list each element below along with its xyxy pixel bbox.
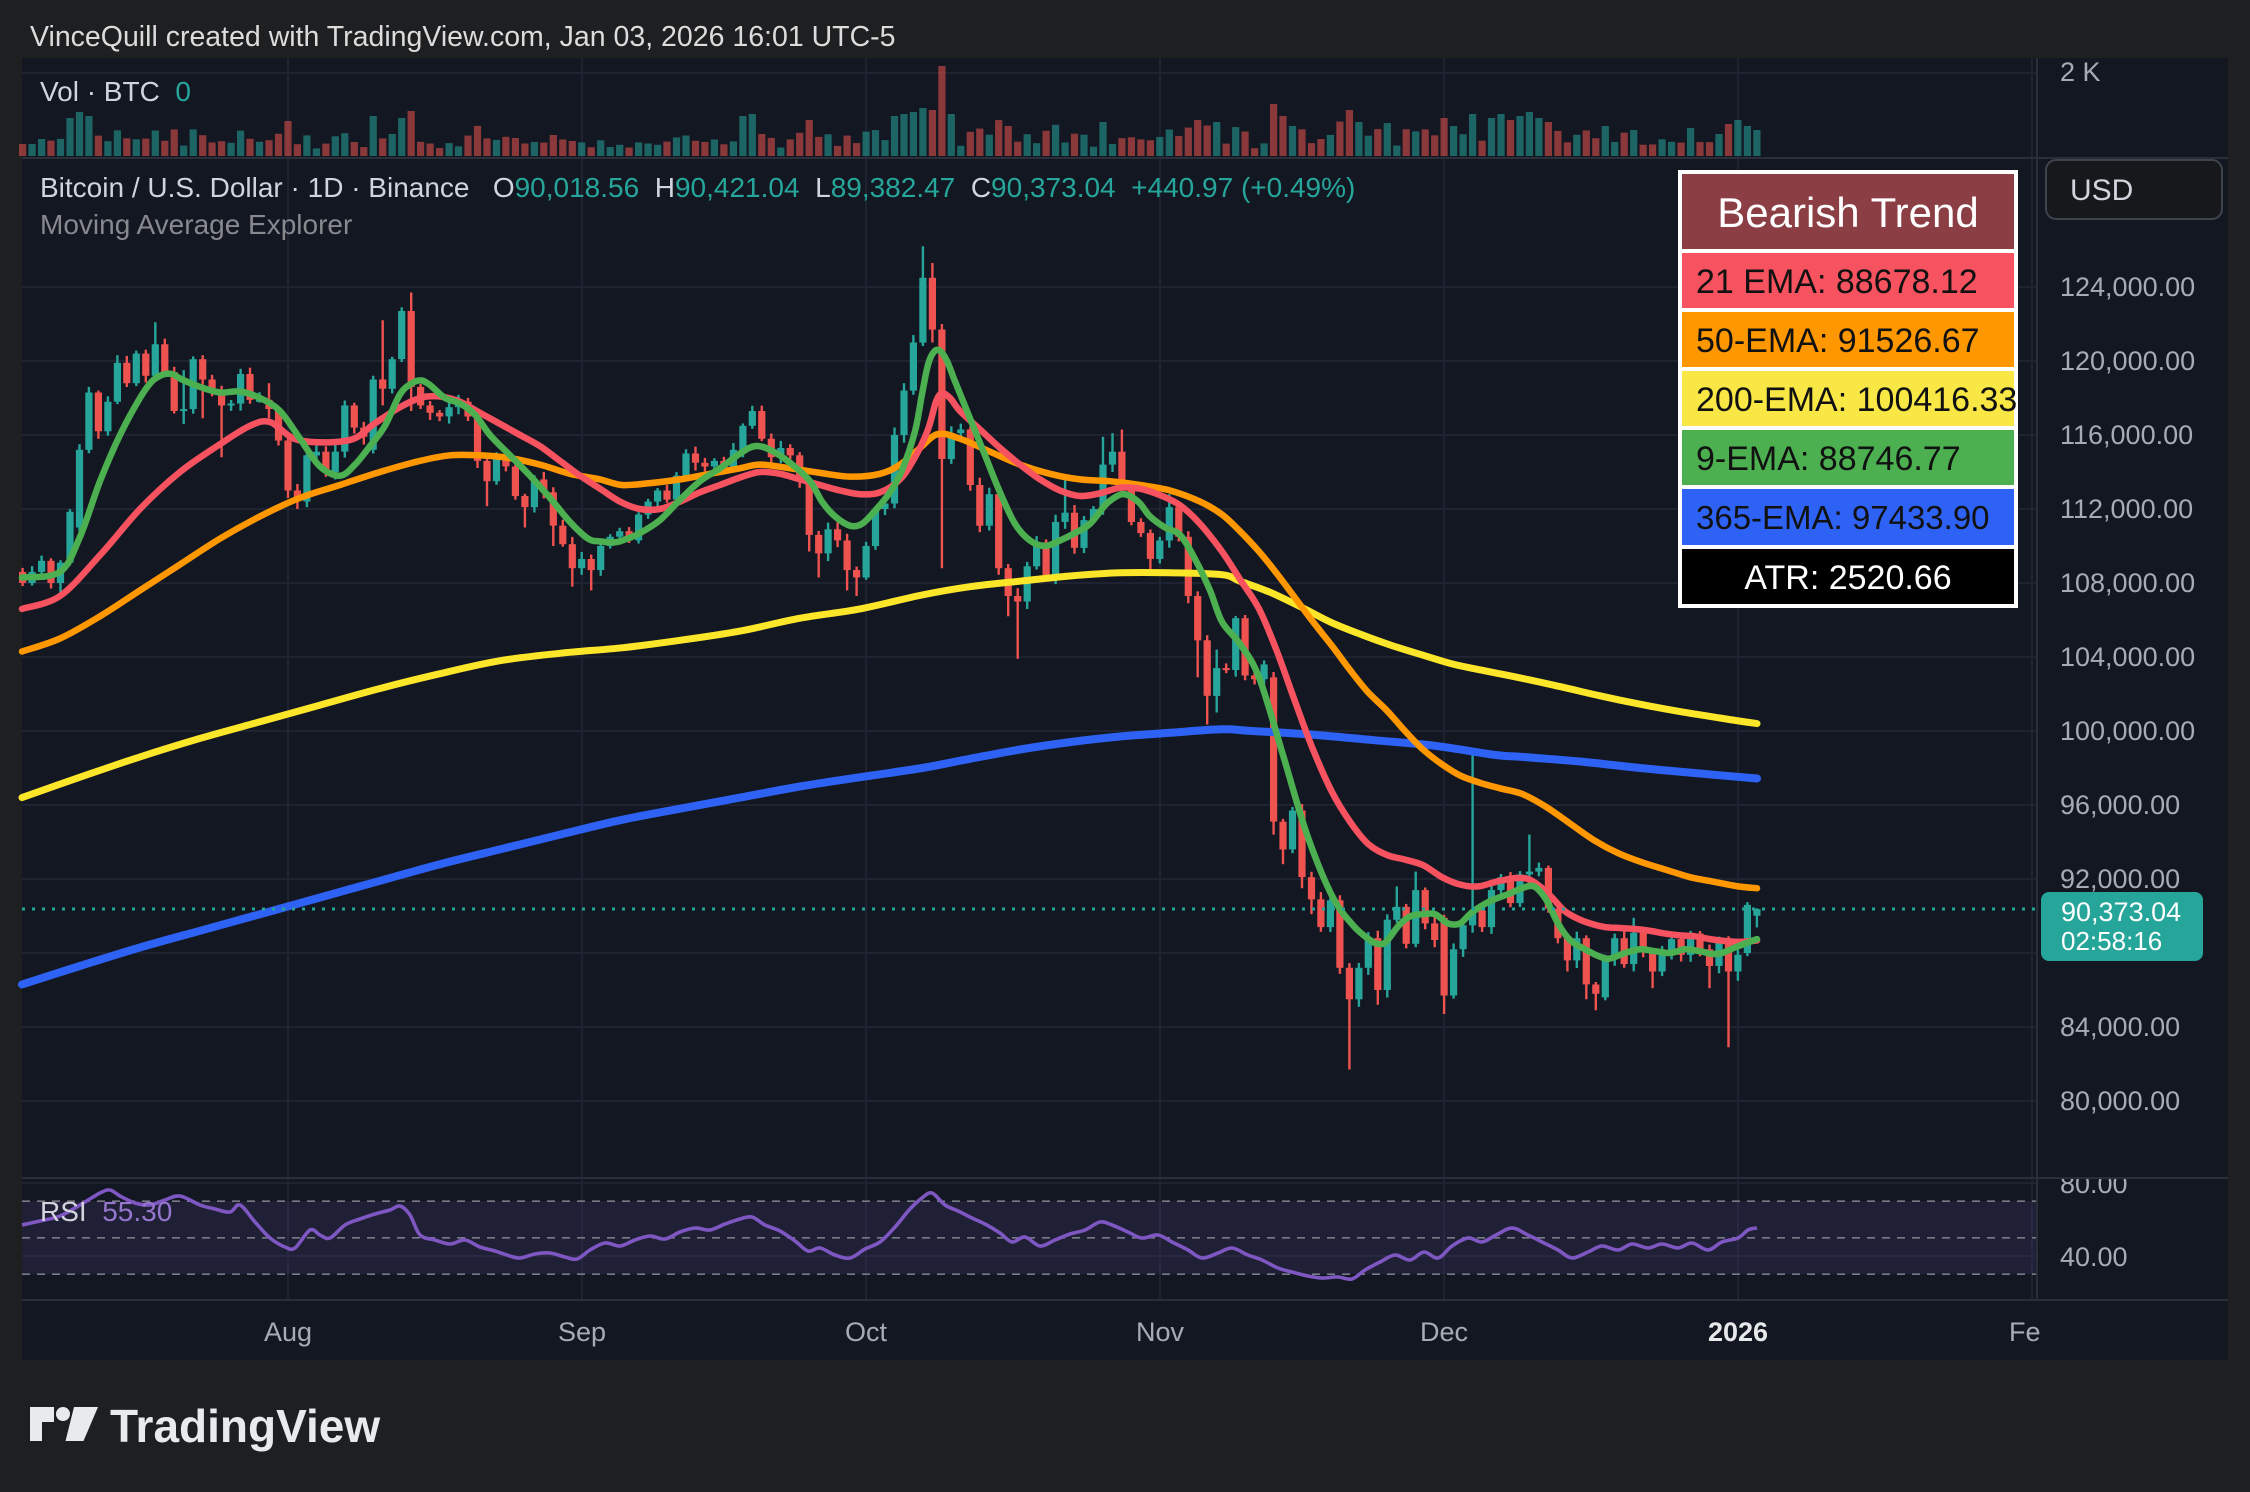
- svg-text:Bearish Trend: Bearish Trend: [1717, 189, 1978, 236]
- svg-text:120,000.00: 120,000.00: [2060, 346, 2195, 376]
- svg-text:200-EMA: 100416.33: 200-EMA: 100416.33: [1696, 381, 2017, 419]
- svg-text:02:58:16: 02:58:16: [2061, 926, 2162, 956]
- svg-text:VinceQuill created with Tradin: VinceQuill created with TradingView.com,…: [30, 21, 896, 53]
- svg-text:Oct: Oct: [845, 1317, 888, 1347]
- svg-text:108,000.00: 108,000.00: [2060, 568, 2195, 598]
- svg-text:2 K: 2 K: [2060, 57, 2101, 87]
- svg-text:RSI 55.30: RSI 55.30: [40, 1196, 172, 1227]
- svg-text:92,000.00: 92,000.00: [2060, 864, 2180, 894]
- svg-text:Bitcoin / U.S. Dollar · 1D · B: Bitcoin / U.S. Dollar · 1D · Binance O90…: [40, 172, 1355, 203]
- svg-text:Fe: Fe: [2009, 1317, 2041, 1347]
- svg-text:96,000.00: 96,000.00: [2060, 790, 2180, 820]
- svg-text:100,000.00: 100,000.00: [2060, 716, 2195, 746]
- svg-text:80,000.00: 80,000.00: [2060, 1086, 2180, 1116]
- svg-text:Aug: Aug: [264, 1317, 312, 1347]
- svg-text:104,000.00: 104,000.00: [2060, 642, 2195, 672]
- svg-text:TradingView: TradingView: [110, 1400, 380, 1452]
- svg-text:124,000.00: 124,000.00: [2060, 272, 2195, 302]
- svg-text:Vol · BTC 0: Vol · BTC 0: [40, 76, 191, 107]
- svg-text:365-EMA: 97433.90: 365-EMA: 97433.90: [1696, 499, 1990, 536]
- svg-text:Dec: Dec: [1420, 1317, 1468, 1347]
- svg-text:Nov: Nov: [1136, 1317, 1185, 1347]
- svg-text:84,000.00: 84,000.00: [2060, 1012, 2180, 1042]
- svg-text:2026: 2026: [1708, 1317, 1768, 1347]
- svg-text:80.00: 80.00: [2060, 1169, 2128, 1199]
- svg-text:21 EMA: 88678.12: 21 EMA: 88678.12: [1696, 263, 1978, 301]
- svg-text:112,000.00: 112,000.00: [2060, 494, 2193, 524]
- svg-text:USD: USD: [2070, 174, 2133, 207]
- svg-text:90,373.04: 90,373.04: [2061, 897, 2181, 927]
- svg-text:Sep: Sep: [558, 1317, 606, 1347]
- svg-text:Moving Average Explorer: Moving Average Explorer: [40, 209, 352, 240]
- svg-text:9-EMA: 88746.77: 9-EMA: 88746.77: [1696, 440, 1961, 478]
- svg-text:ATR: 2520.66: ATR: 2520.66: [1744, 559, 1951, 597]
- svg-text:116,000.00: 116,000.00: [2060, 420, 2193, 450]
- svg-text:40.00: 40.00: [2060, 1242, 2128, 1272]
- svg-text:50-EMA: 91526.67: 50-EMA: 91526.67: [1696, 322, 1980, 360]
